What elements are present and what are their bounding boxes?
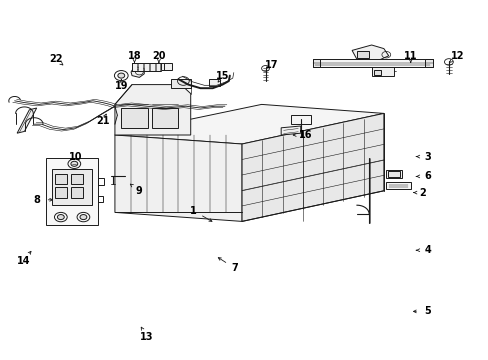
Text: 7: 7 xyxy=(231,263,238,273)
Polygon shape xyxy=(115,85,190,135)
Circle shape xyxy=(80,215,87,220)
Bar xyxy=(71,174,83,184)
Bar xyxy=(371,66,393,76)
Text: 20: 20 xyxy=(152,51,165,61)
Polygon shape xyxy=(242,113,383,221)
Bar xyxy=(356,51,368,58)
Polygon shape xyxy=(115,135,242,221)
Text: 22: 22 xyxy=(49,54,63,64)
Bar xyxy=(373,70,381,75)
Text: 12: 12 xyxy=(449,51,463,61)
Text: 1: 1 xyxy=(189,206,196,216)
Text: 13: 13 xyxy=(140,332,153,342)
Bar xyxy=(138,63,142,71)
Text: 17: 17 xyxy=(264,60,278,70)
Bar xyxy=(71,187,83,198)
Polygon shape xyxy=(281,126,300,135)
Bar xyxy=(52,169,92,205)
Bar xyxy=(98,178,103,185)
Text: 5: 5 xyxy=(424,306,430,316)
Bar xyxy=(121,108,147,128)
Text: 19: 19 xyxy=(114,81,128,91)
Bar xyxy=(132,63,137,71)
Text: 9: 9 xyxy=(136,186,142,196)
Bar xyxy=(386,170,401,178)
Circle shape xyxy=(57,215,64,220)
Circle shape xyxy=(71,161,78,166)
Bar xyxy=(387,171,399,177)
Polygon shape xyxy=(115,104,383,144)
Circle shape xyxy=(118,73,124,78)
Bar xyxy=(161,63,172,70)
Bar xyxy=(312,59,320,67)
Bar xyxy=(149,63,154,71)
Bar xyxy=(312,59,432,67)
Polygon shape xyxy=(131,67,144,77)
Text: 14: 14 xyxy=(17,256,30,266)
Polygon shape xyxy=(351,45,388,61)
Text: 6: 6 xyxy=(424,171,430,181)
Bar xyxy=(209,79,220,86)
Polygon shape xyxy=(17,108,37,133)
Text: 10: 10 xyxy=(69,152,82,162)
Text: 11: 11 xyxy=(403,51,417,61)
Text: 3: 3 xyxy=(424,152,430,162)
Text: 15: 15 xyxy=(215,71,229,81)
Text: 8: 8 xyxy=(33,195,40,205)
Text: 16: 16 xyxy=(298,130,312,140)
Text: 21: 21 xyxy=(96,116,109,126)
Bar xyxy=(155,63,160,71)
Bar xyxy=(171,79,190,88)
Bar xyxy=(425,59,432,67)
Text: 4: 4 xyxy=(424,245,430,255)
Bar xyxy=(55,174,67,184)
Bar xyxy=(143,63,148,71)
Polygon shape xyxy=(386,182,410,189)
Bar xyxy=(46,158,98,225)
Bar xyxy=(98,196,102,202)
Text: 18: 18 xyxy=(127,51,141,61)
Bar xyxy=(151,108,178,128)
Text: 2: 2 xyxy=(419,188,426,198)
Bar xyxy=(55,187,67,198)
Bar xyxy=(290,115,310,124)
